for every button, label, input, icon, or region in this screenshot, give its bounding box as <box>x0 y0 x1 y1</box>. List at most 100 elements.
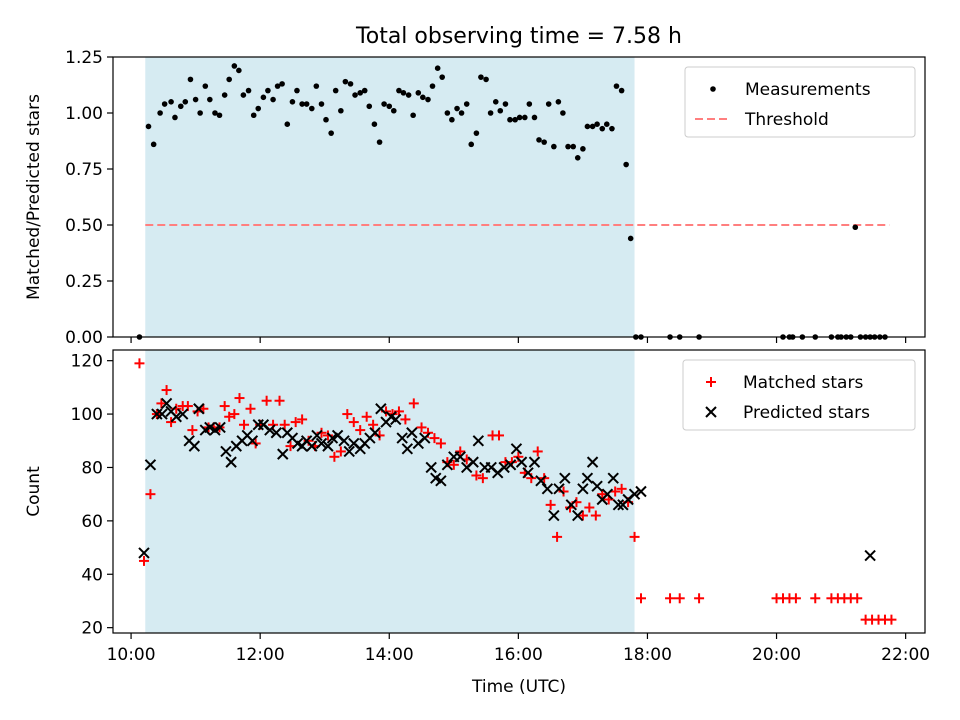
data-point <box>369 427 381 439</box>
data-point <box>463 101 470 107</box>
data-point <box>192 96 199 103</box>
legend-marker-measurements <box>710 86 716 92</box>
data-point <box>270 427 283 439</box>
data-point <box>483 76 489 83</box>
data-point <box>551 143 557 150</box>
data-point <box>197 110 203 116</box>
data-point <box>229 409 240 420</box>
data-point <box>454 451 466 463</box>
data-point <box>381 101 387 107</box>
data-point <box>627 235 634 242</box>
data-point <box>226 76 232 83</box>
data-point <box>572 509 584 522</box>
data-point <box>245 87 252 94</box>
data-point <box>335 446 346 457</box>
data-point <box>264 424 276 436</box>
data-point <box>810 593 821 604</box>
data-point <box>161 385 172 396</box>
y-tick-label: 60 <box>81 512 103 532</box>
data-point <box>375 403 387 415</box>
data-point <box>188 440 201 452</box>
data-point <box>343 445 355 458</box>
data-point <box>368 419 379 430</box>
data-point <box>441 459 454 471</box>
data-point <box>535 475 547 487</box>
data-point <box>599 125 606 132</box>
data-point <box>168 99 174 105</box>
data-point <box>502 101 509 107</box>
data-point <box>134 358 145 369</box>
y-axis-label: Count <box>24 466 44 517</box>
data-point <box>255 105 262 112</box>
legend-box <box>682 359 916 431</box>
legend-label: Measurements <box>745 80 871 100</box>
data-point <box>528 456 541 468</box>
observing-window-shade <box>145 57 635 337</box>
data-point <box>415 90 422 96</box>
data-point <box>435 475 447 487</box>
x-tick-label: 10:00 <box>107 645 156 665</box>
data-point <box>245 403 256 414</box>
x-tick-label: 18:00 <box>623 645 672 665</box>
data-point <box>558 486 569 497</box>
data-point <box>532 446 543 457</box>
data-point <box>613 83 620 89</box>
data-point <box>864 549 876 562</box>
x-tick-label: 12:00 <box>236 645 285 665</box>
series-0 <box>134 358 897 625</box>
legend: Measurements Threshold <box>684 66 916 138</box>
data-point <box>386 103 393 110</box>
data-point <box>628 488 641 500</box>
y-tick-label: 0.25 <box>65 272 103 292</box>
legend-label: Threshold <box>744 110 829 130</box>
data-point <box>156 398 167 409</box>
axes-frame <box>112 349 926 634</box>
data-point <box>492 99 499 105</box>
data-point <box>852 224 859 231</box>
series-1 <box>138 397 876 562</box>
data-point <box>589 123 596 130</box>
data-point <box>429 433 440 444</box>
data-point <box>577 483 589 495</box>
data-point <box>299 101 305 107</box>
data-point <box>694 593 705 604</box>
data-point <box>338 107 344 114</box>
data-point <box>355 425 366 436</box>
data-point <box>371 121 378 127</box>
data-point <box>468 141 475 148</box>
data-point <box>471 470 482 481</box>
data-point <box>616 483 627 494</box>
data-point <box>240 92 247 98</box>
data-point <box>323 116 329 123</box>
data-point <box>342 409 353 420</box>
data-point <box>160 397 173 410</box>
data-point <box>570 143 577 150</box>
x-tick-label: 20:00 <box>752 645 801 665</box>
data-point <box>623 161 629 168</box>
data-point <box>297 414 308 425</box>
data-point <box>504 459 517 471</box>
data-point <box>157 110 163 116</box>
data-point <box>612 499 625 511</box>
data-point <box>478 74 484 80</box>
data-point <box>552 531 563 542</box>
data-point <box>270 96 276 103</box>
y-axis-label: Matched/Predicted stars <box>24 94 44 300</box>
data-point <box>458 110 465 116</box>
y-tick-label: 1.25 <box>65 48 103 68</box>
data-point <box>182 99 189 105</box>
y-tick-label: 0.50 <box>65 216 103 236</box>
data-point <box>396 87 402 94</box>
data-point <box>390 107 397 114</box>
data-point <box>560 110 566 116</box>
data-point <box>590 510 601 521</box>
data-point <box>138 547 150 559</box>
data-point <box>246 435 259 447</box>
y-tick-label: 40 <box>81 565 103 585</box>
data-point <box>261 395 272 406</box>
data-point <box>145 123 152 130</box>
data-point <box>408 398 419 409</box>
data-point <box>425 96 431 103</box>
bottom-panel-count-plot: 20 40 60 80 100 120 Count 10:00 12:00 14:00 16:00 1… <box>24 349 930 665</box>
top-panel-ratio-plot: 0.00 0.25 0.50 0.75 1.00 1.25 Matched/Predicte… <box>24 48 926 348</box>
